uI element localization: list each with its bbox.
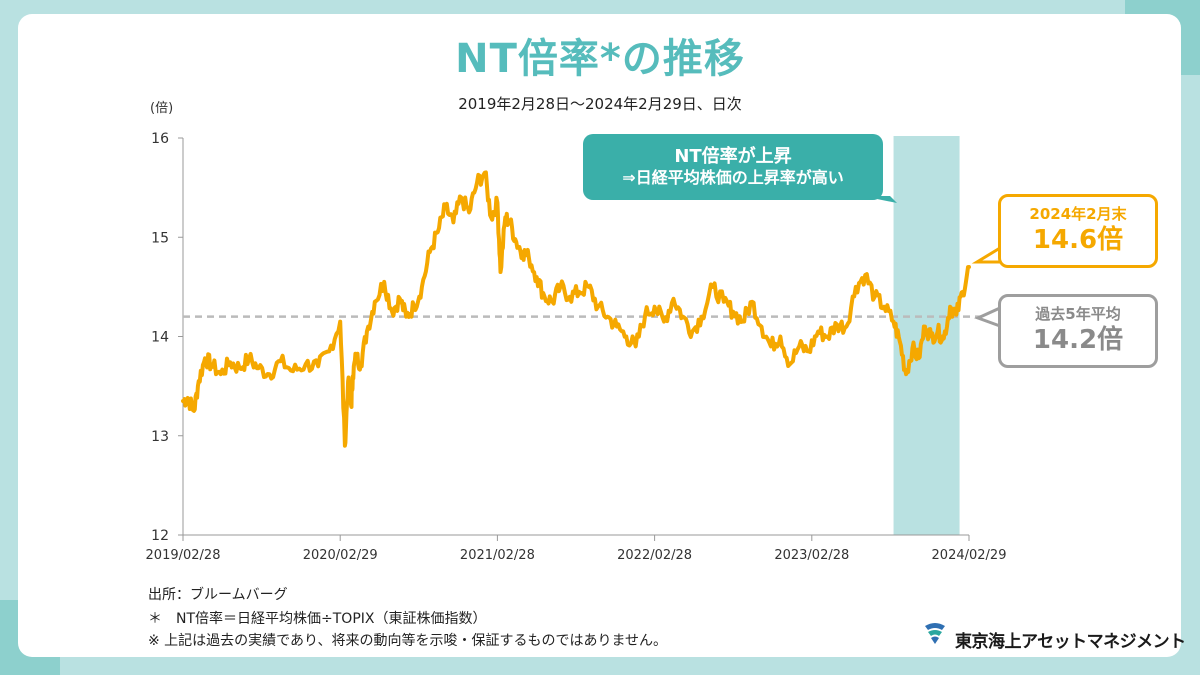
latest-callout-pointer (971, 245, 1002, 264)
x-tick-label: 2020/02/29 (303, 548, 378, 563)
definition-note: ＊ NT倍率＝日経平均株価÷TOPIX（東証株価指数） (148, 611, 487, 627)
series-line-nt-ratio (181, 170, 971, 448)
average-callout-pointer (974, 305, 1002, 329)
y-tick-label: 15 (151, 230, 169, 246)
latest-value-callout: 2024年2月末 14.6倍 (998, 194, 1158, 268)
main-callout: NT倍率が上昇 ⇒日経平均株価の上昇率が高い (583, 134, 883, 200)
company-logo-icon (925, 623, 945, 644)
latest-value-number: 14.6倍 (1032, 225, 1124, 256)
y-axis-unit-label: (倍) (150, 101, 174, 116)
x-tick-label: 2022/02/28 (617, 548, 692, 563)
y-tick-label: 14 (151, 330, 169, 346)
x-tick-label: 2023/02/28 (774, 548, 849, 563)
main-callout-line2: ⇒日経平均株価の上昇率が高い (622, 168, 844, 188)
y-tick-label: 12 (151, 528, 169, 544)
company-logo-text: 東京海上アセットマネジメント (955, 632, 1186, 652)
average-value-label: 過去5年平均 (1035, 305, 1121, 324)
chart-card (18, 14, 1181, 657)
page-title: NT倍率*の推移 (455, 36, 745, 82)
average-value-number: 14.2倍 (1032, 325, 1124, 356)
disclaimer-note: ※ 上記は過去の実績であり、将来の動向等を示唆・保証するものではありません。 (148, 633, 668, 649)
source-note: 出所：ブルームバーグ (148, 587, 288, 603)
x-tick-label: 2019/02/28 (146, 548, 221, 563)
y-tick-label: 13 (151, 429, 169, 445)
latest-value-label: 2024年2月末 (1029, 205, 1127, 224)
main-callout-line1: NT倍率が上昇 (674, 145, 792, 167)
date-range-subtitle: 2019年2月28日～2024年2月29日、日次 (458, 95, 742, 113)
average-value-callout: 過去5年平均 14.2倍 (998, 294, 1158, 368)
x-tick-label: 2021/02/28 (460, 548, 535, 563)
y-tick-label: 16 (151, 131, 169, 147)
x-tick-label: 2024/02/29 (932, 548, 1007, 563)
